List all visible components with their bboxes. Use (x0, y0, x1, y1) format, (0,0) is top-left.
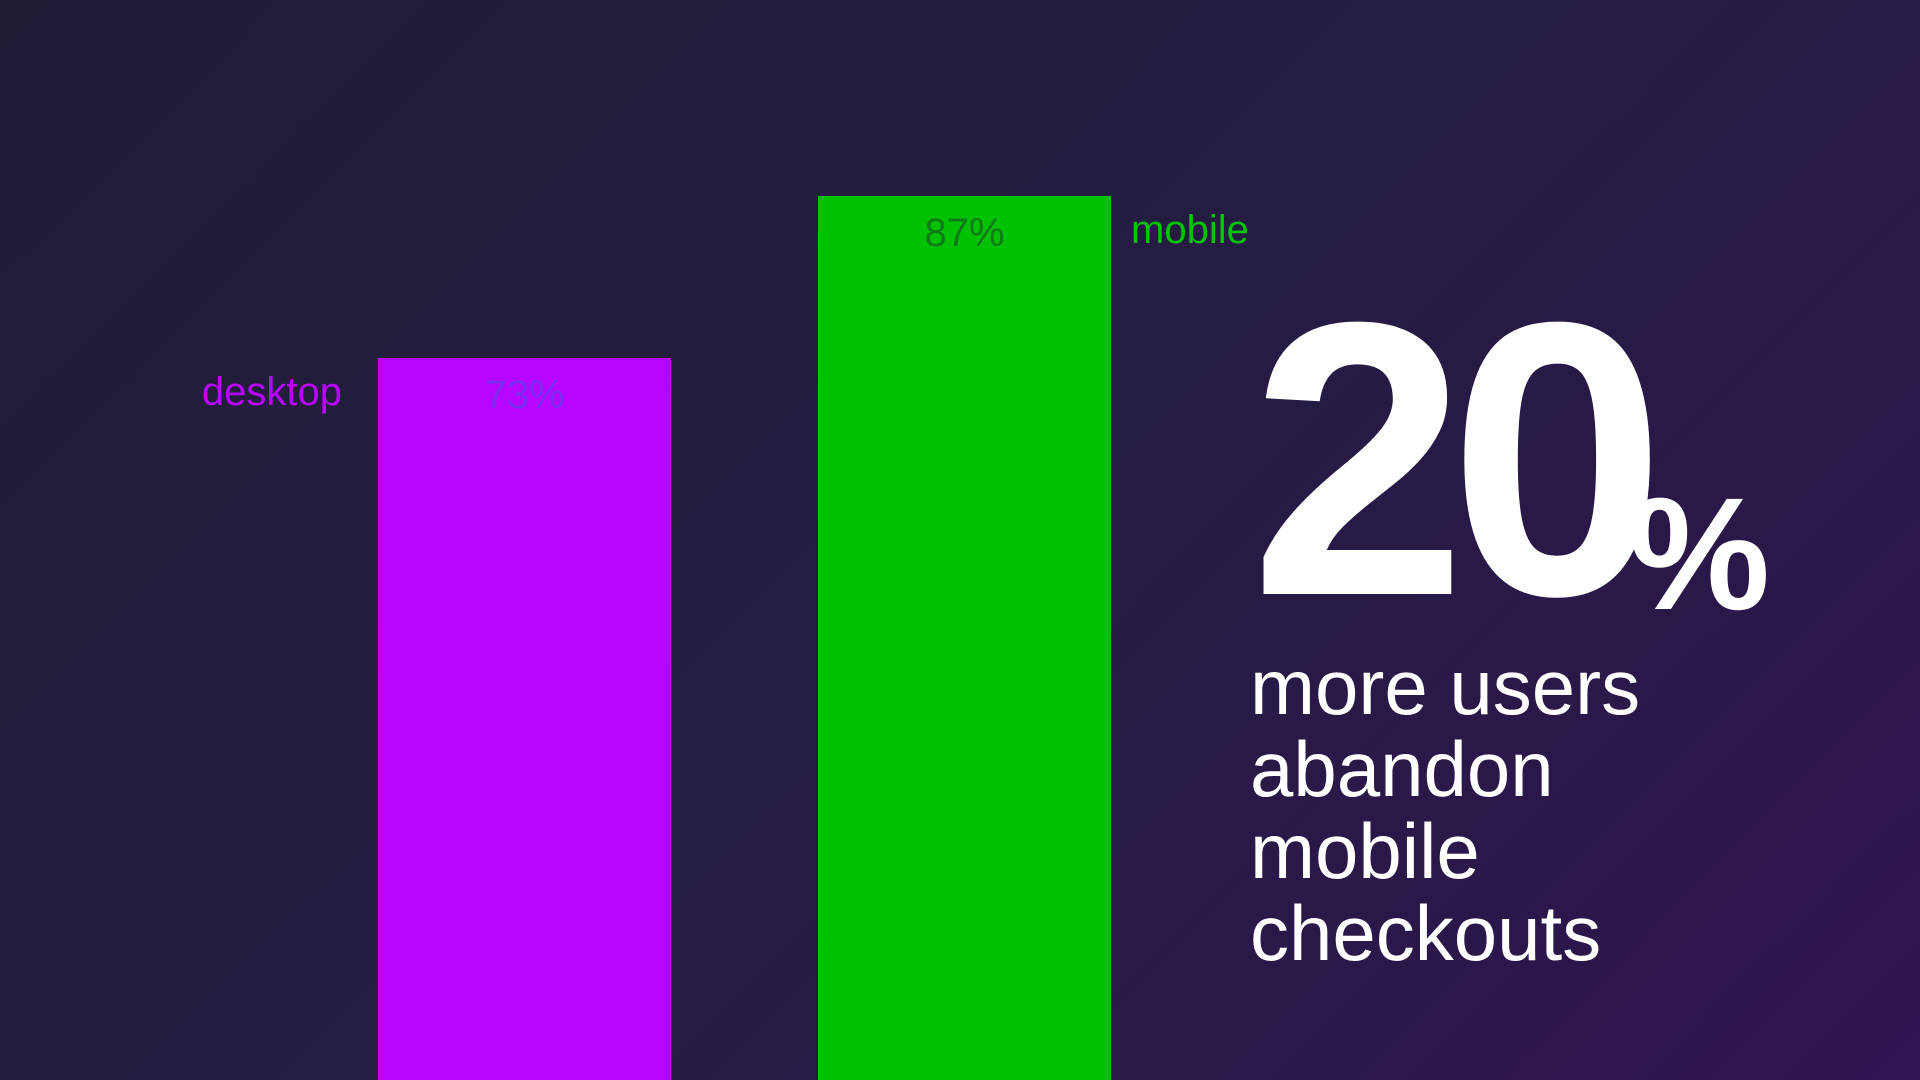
headline-caption: more users abandon mobile checkouts (1250, 646, 1900, 974)
headline-caption-line: more users (1250, 642, 1641, 731)
headline-number: 20 % (1250, 241, 1900, 677)
value-label-mobile: 87% (924, 211, 1004, 255)
headline-number-unit: % (1627, 463, 1771, 643)
category-label-mobile: mobile (1131, 208, 1249, 252)
headline-caption-line: abandon (1250, 724, 1554, 813)
headline-caption-line: checkouts (1250, 888, 1602, 977)
value-label-desktop: 73% (484, 373, 564, 417)
category-label-desktop: desktop (202, 370, 342, 414)
headline-caption-line: mobile (1250, 806, 1480, 895)
headline-number-value: 20 (1250, 241, 1666, 677)
headline-stat: 20 % more users abandon mobile checkouts (1250, 241, 1900, 974)
bar-desktop (378, 358, 671, 1080)
bar-mobile (818, 196, 1111, 1080)
